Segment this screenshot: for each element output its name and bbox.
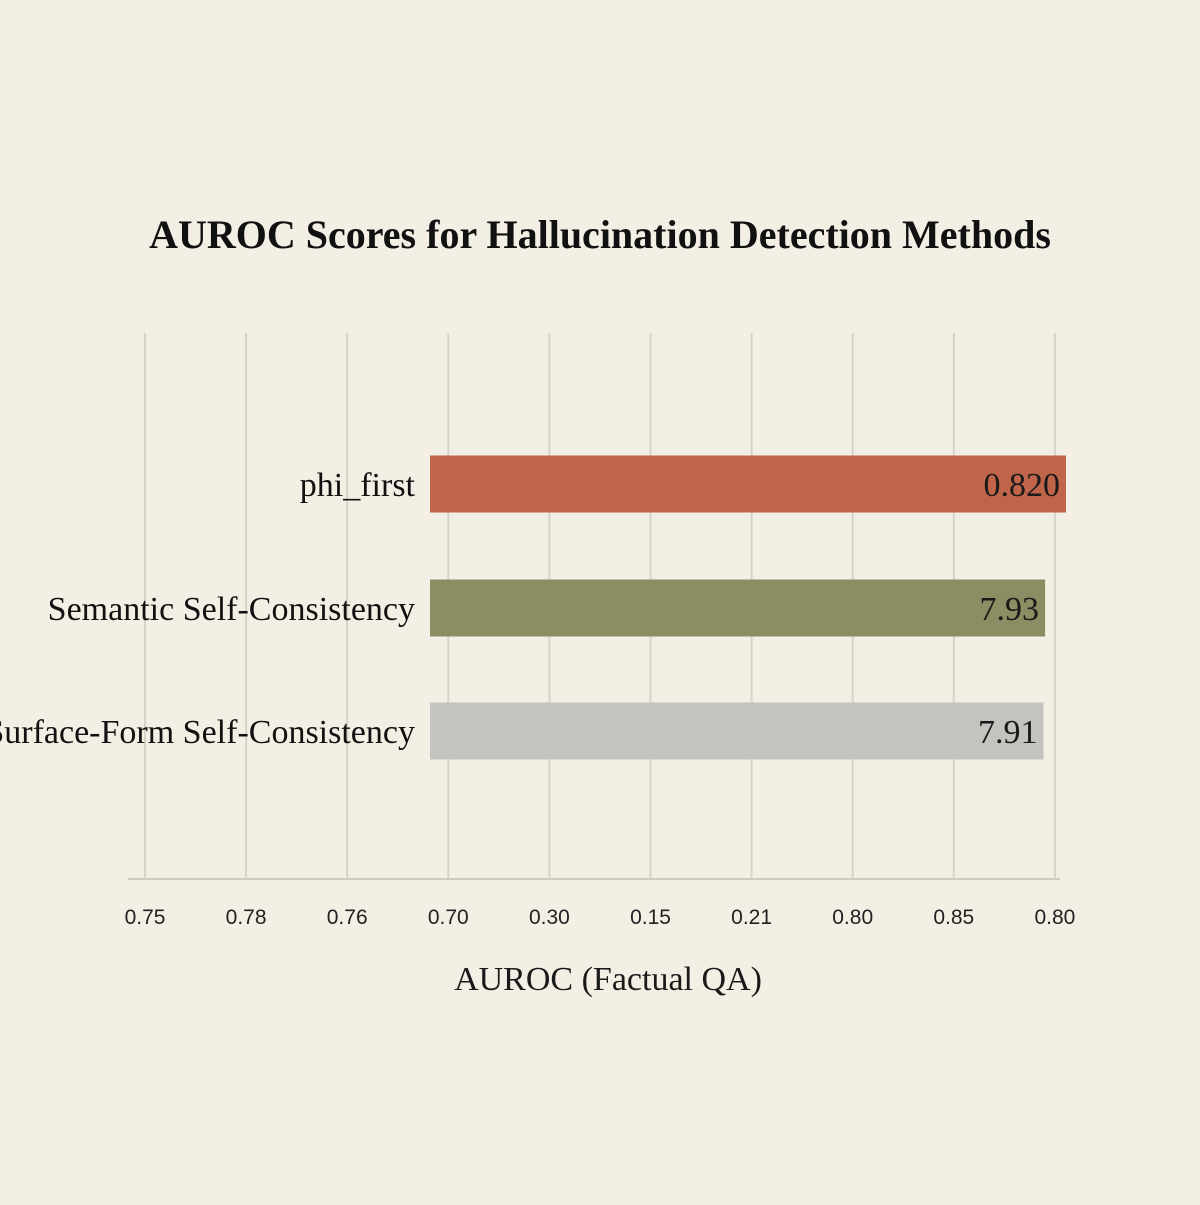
category-label: phi_first [300, 467, 416, 504]
bar [430, 702, 1044, 760]
x-axis-label: AUROC (Factual QA) [454, 961, 762, 998]
x-tick-label: 0.70 [428, 906, 469, 929]
bars [430, 455, 1066, 760]
data-label: 7.93 [980, 591, 1040, 628]
x-tick-label: 0.80 [832, 906, 873, 929]
category-label: Surface-Form Self-Consistency [0, 714, 415, 751]
x-tick-label: 0.21 [731, 906, 772, 929]
data-labels: 0.820 7.93 7.91 [978, 467, 1060, 751]
x-tick-label: 0.76 [327, 906, 368, 929]
bar [430, 579, 1046, 637]
data-label: 0.820 [984, 467, 1061, 504]
x-tick-label: 0.15 [630, 906, 671, 929]
x-tick-label: 0.75 [125, 906, 166, 929]
category-labels: phi_first Semantic Self-Consistency Surfac… [0, 467, 416, 751]
chart-title: AUROC Scores for Hallucination Detection… [149, 212, 1051, 257]
x-tick-label: 0.30 [529, 906, 570, 929]
x-tick-label: 0.85 [933, 906, 974, 929]
data-label: 7.91 [978, 714, 1038, 751]
category-label: Semantic Self-Consistency [48, 591, 415, 628]
bar [430, 455, 1066, 513]
x-tick-label: 0.78 [226, 906, 267, 929]
x-tick-label: 0.80 [1034, 906, 1075, 929]
x-tick-labels: 0.75 0.78 0.76 0.70 0.30 0.15 0.21 0.80 0.85 0.80 [125, 906, 1076, 929]
